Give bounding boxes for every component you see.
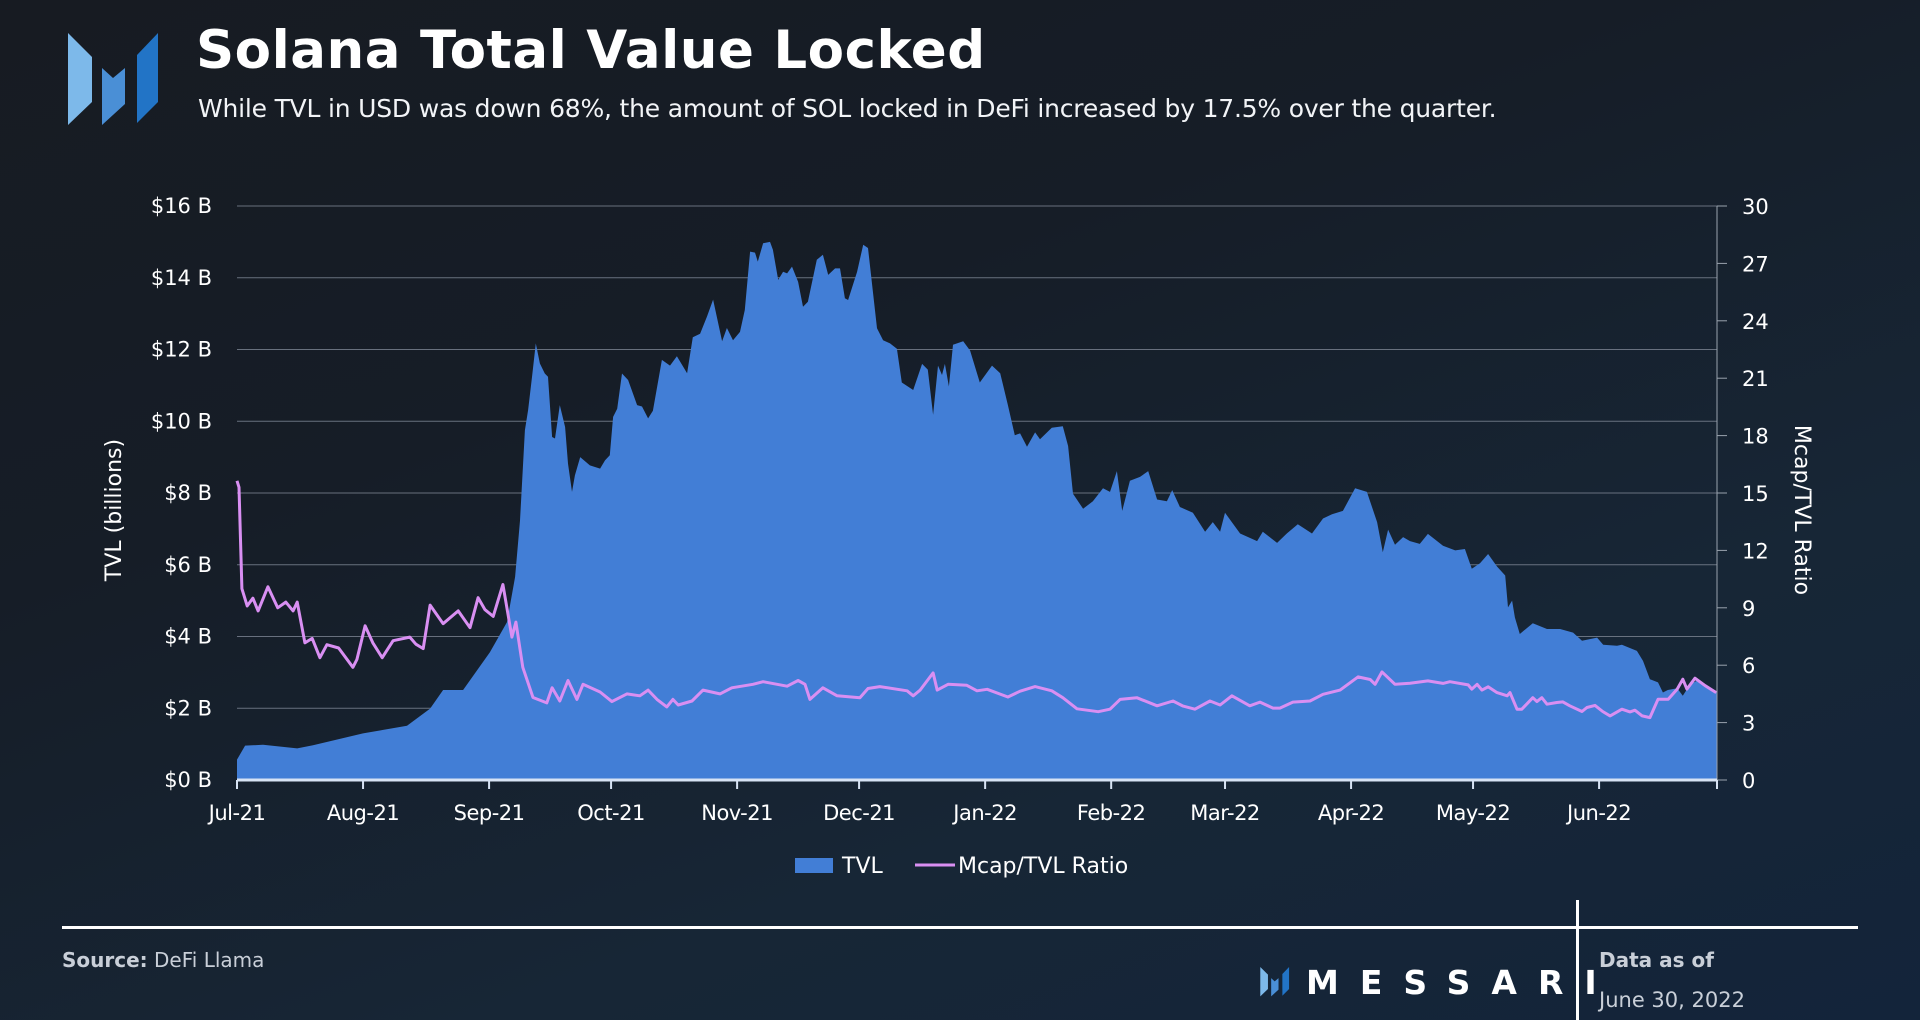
left-tick-label: $16 B: [151, 194, 212, 218]
page-subtitle: While TVL in USD was down 68%, the amoun…: [198, 94, 1497, 123]
data-as-of-label: Data as of: [1599, 948, 1714, 972]
right-tick-label: 9: [1742, 597, 1755, 621]
right-tick-label: 6: [1742, 654, 1755, 678]
right-tick-label: 21: [1742, 367, 1769, 391]
x-tick-label: Mar-22: [1190, 801, 1260, 825]
right-axis-title: Mcap/TVL Ratio: [1789, 425, 1814, 595]
right-tick-label: 3: [1742, 712, 1755, 736]
messari-brand: MESSARI: [1258, 962, 1618, 1002]
x-tick-label: Jan-22: [951, 801, 1017, 825]
x-tick-label: Aug-21: [327, 801, 399, 825]
tvl-chart: $0 B $2 B $4 B $6 B $8 B $10 B $12 B $14 B $16 B…: [102, 194, 1814, 879]
left-axis-title: TVL (billions): [102, 439, 127, 582]
right-axis-tick-labels: 0 3 6 9 12 15 18 21 24 27 30: [1742, 195, 1769, 793]
mcap-tvl-ratio-line: [235, 480, 1717, 720]
x-tick-label: Sep-21: [454, 801, 525, 825]
left-tick-label: $14 B: [151, 266, 212, 290]
tvl-area-series: [237, 241, 1717, 780]
left-axis-tick-labels: $0 B $2 B $4 B $6 B $8 B $10 B $12 B $14 B $16 B: [151, 194, 212, 792]
left-tick-label: $10 B: [151, 409, 212, 433]
left-tick-label: $6 B: [164, 553, 212, 577]
page-title: Solana Total Value Locked: [196, 20, 986, 81]
x-tick-label: Feb-22: [1077, 801, 1145, 825]
legend: TVL Mcap/TVL Ratio: [795, 854, 1128, 879]
messari-small-logo-icon: [1260, 966, 1290, 997]
footer-divider: [62, 926, 1858, 929]
logo-left-bar: [68, 33, 92, 125]
right-tick-label: 15: [1742, 482, 1769, 506]
logo-middle-bar: [102, 68, 125, 125]
right-tick-label: 18: [1742, 425, 1769, 449]
left-tick-label: $12 B: [151, 338, 212, 362]
x-tick-label: Dec-21: [823, 801, 895, 825]
messari-wordmark: MESSARI: [1306, 962, 1618, 1002]
logo-right-bar: [137, 33, 158, 123]
footer-vertical-divider: [1576, 900, 1579, 1020]
right-tick-label: 12: [1742, 539, 1769, 563]
x-tick-label: May-22: [1436, 801, 1510, 825]
left-tick-label: $2 B: [164, 696, 212, 720]
legend-label-tvl: TVL: [841, 854, 883, 879]
left-tick-label: $0 B: [164, 768, 212, 792]
x-tick-label: Apr-22: [1318, 801, 1384, 825]
source-note: Source: DeFi Llama: [62, 948, 264, 972]
left-tick-label: $4 B: [164, 625, 212, 649]
x-axis-tick-labels: Jul-21 Aug-21 Sep-21 Oct-21 Nov-21 Dec-21 Jan-…: [207, 801, 1632, 825]
source-label: Source:: [62, 948, 148, 972]
data-as-of-date: June 30, 2022: [1599, 988, 1745, 1012]
left-tick-label: $8 B: [164, 481, 212, 505]
x-tick-label: Nov-21: [701, 801, 773, 825]
source-value: DeFi Llama: [154, 948, 265, 972]
legend-swatch-tvl: [795, 858, 833, 873]
right-tick-label: 0: [1742, 769, 1755, 793]
x-tick-label: Jun-22: [1565, 801, 1631, 825]
right-tick-label: 24: [1742, 310, 1769, 334]
legend-label-ratio: Mcap/TVL Ratio: [958, 854, 1128, 879]
x-tick-label: Oct-21: [577, 801, 645, 825]
x-tick-label: Jul-21: [207, 801, 266, 825]
axes: [236, 205, 1727, 789]
right-tick-label: 30: [1742, 195, 1769, 219]
messari-logo-icon: [68, 33, 158, 125]
right-tick-label: 27: [1742, 252, 1769, 276]
